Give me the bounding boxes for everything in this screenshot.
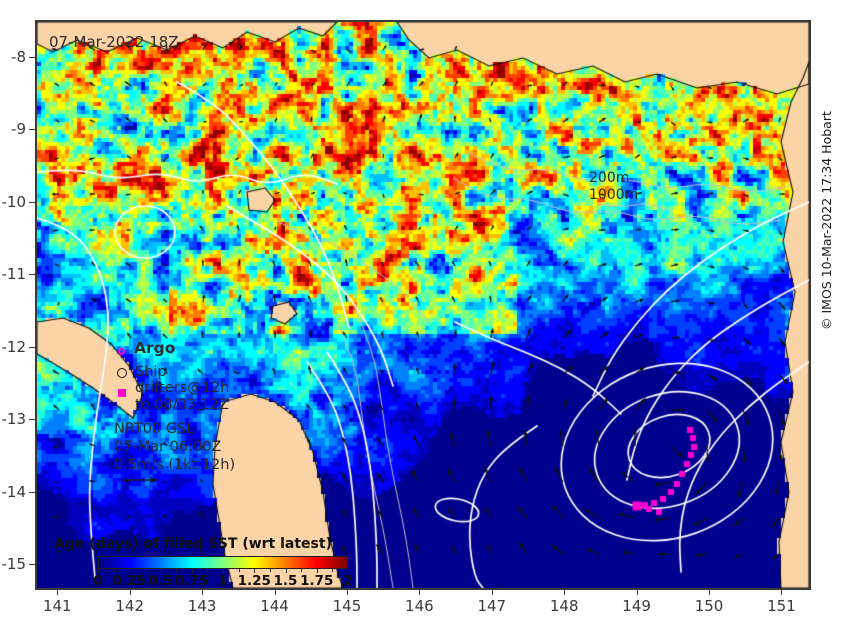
y-tickmark [29,346,35,348]
colorbar-minor-tick [223,569,224,572]
argo-legend-label: Argo [134,339,176,357]
colorbar-tick-label-2: 0.5 [148,573,173,589]
ship-marker-icon [117,368,127,378]
x-tickmark [709,590,711,595]
x-tickmark [202,590,204,595]
x-axis-tick-label-1: 142 [115,597,144,615]
sst-age-raster [37,22,809,588]
colorbar-tick-label-6: 1.5 [273,573,298,589]
model-name-label: NRT00 GSL [114,421,195,437]
y-tickmark [29,129,35,131]
timestamp-label: 07-Mar-2022 18Z [49,33,179,51]
colorbar-title: Age (days) of filled SST (wrt latest) [54,536,332,552]
colorbar-tick-labels: 0 0.25 0.5 0.75 1 1.25 1.5 1.75 2 [86,573,360,589]
colorbar-tick-label-3: 0.75 [175,573,209,589]
colorbar-minor-tick [269,569,271,572]
x-axis-tick-label-2: 143 [187,597,217,615]
drifters-period-label: to 08/03 12Z [135,397,229,413]
y-axis-tick-label-7: -15 [1,555,27,574]
depth-label-200m: 200m [589,170,630,186]
ship-legend-label: Ship [135,364,167,380]
x-axis-tick-label-10: 151 [767,597,796,615]
colorbar-tick-label-8: 2 [343,573,353,589]
colorbar-minor-tick [160,569,162,572]
x-axis-tick-label-7: 148 [549,597,579,615]
colorbar-tick-label-0: 0 [93,573,103,589]
y-tickmark [29,56,35,58]
colorbar-tick-label-7: 1.75 [300,573,334,589]
x-tickmark [129,590,131,595]
y-tickmark [29,491,35,493]
y-tickmark [29,201,35,203]
colorbar-minor-tick [301,569,303,572]
colorbar-tick-label-4: 1 [218,573,228,589]
map-plot-area[interactable]: 07-Mar-2022 18Z 200m 1000m Argo Ship dri… [35,20,811,590]
y-tickmark [29,564,35,566]
colorbar-tickmarks [98,569,348,573]
current-scale-arrow-icon [121,476,157,484]
x-tickmark [346,590,348,595]
drifters-legend-label: drifters@12h [135,380,230,396]
y-axis-tick-label-2: -10 [1,192,27,211]
y-axis-tick-label-5: -13 [1,410,27,429]
colorbar-minor-tick [254,569,256,572]
y-axis-tick-label-4: -12 [1,337,27,356]
current-scale-label: 0.5m/s (1kt 12h) [114,457,236,473]
y-axis-tick-label-3: -11 [1,265,27,284]
colorbar-minor-tick [207,569,209,572]
x-axis-tick-label-4: 145 [332,597,362,615]
y-tickmark [29,274,35,276]
colorbar-tick-label-5: 1.25 [237,573,271,589]
y-axis-tick-label-6: -14 [1,482,27,501]
y-axis-tick-label-1: -9 [11,120,26,139]
x-tickmark [491,590,493,595]
colorbar-minor-tick [238,569,240,572]
y-tickmark [29,419,35,421]
colorbar-minor-tick [191,569,193,572]
x-axis-tick-label-6: 147 [477,597,507,615]
x-axis-tick-label-5: 146 [405,597,434,615]
colorbar-gradient [98,556,348,569]
colorbar-minor-tick [332,569,334,572]
x-tickmark [781,590,783,595]
x-tickmark [274,590,276,595]
colorbar-minor-tick [285,569,287,572]
depth-label-1000m: 1000m [589,187,639,203]
x-axis-tick-label-9: 150 [694,597,724,615]
colorbar-tick-label-1: 0.25 [112,573,146,589]
colorbar-minor-tick [113,569,115,572]
argo-marker-icon [118,348,125,355]
x-tickmark [636,590,638,595]
credit-label: © IMOS 10-Mar-2022 17:34 Hobart [819,111,834,330]
x-tickmark [419,590,421,595]
drifter-marker-icon [118,389,126,397]
colorbar-minor-tick [176,569,178,572]
colorbar-tick [98,569,99,573]
y-axis-tick-label-0: -8 [11,47,26,66]
x-axis-tick-label-3: 144 [260,597,289,615]
model-time-label: 07-Mar 06:00Z [114,439,222,455]
x-tickmark [564,590,566,595]
colorbar-tick [347,569,348,573]
x-axis-tick-label-8: 149 [622,597,651,615]
colorbar-minor-tick [316,569,318,572]
colorbar-minor-tick [144,569,146,572]
colorbar-minor-tick [129,569,131,572]
x-tickmark [57,590,59,595]
x-axis-tick-label-0: 141 [42,597,72,615]
